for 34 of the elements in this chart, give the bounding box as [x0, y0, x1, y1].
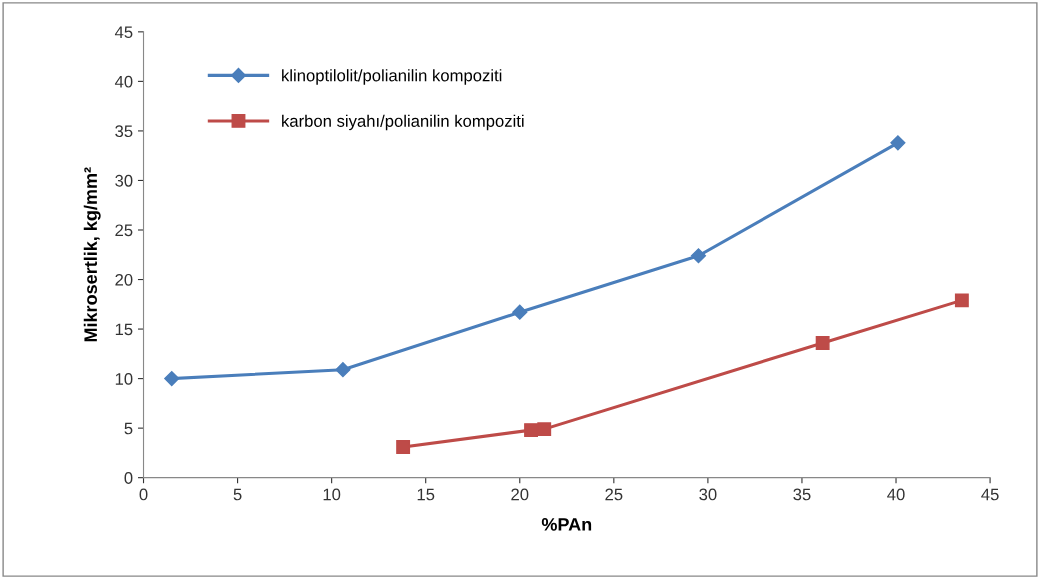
y-tick-label: 20 [115, 273, 133, 286]
y-tick-label: 25 [115, 224, 133, 237]
y-tick-label: 45 [114, 26, 133, 39]
point [954, 293, 969, 308]
x-tick-label: 15 [417, 488, 435, 501]
point [512, 304, 528, 320]
x-tick-label: 40 [887, 488, 905, 501]
point [537, 422, 552, 437]
x-tick-label: 30 [699, 488, 717, 501]
y-tick-label: 40 [114, 75, 133, 88]
point [164, 371, 180, 387]
point [396, 440, 411, 454]
y-axis-title: Mikrosertlik, kg/mm² [83, 167, 101, 342]
y-tick-label: 10 [115, 373, 133, 385]
x-tick-label: 0 [139, 488, 148, 501]
x-tick-label: 35 [793, 488, 811, 501]
x-axis-title: %PAn [541, 518, 592, 531]
legend-label: klinoptilolit/polianilin kompoziti [282, 69, 502, 85]
point [890, 135, 906, 151]
y-tick-label: 30 [115, 174, 133, 187]
x-tick-label: 10 [323, 488, 341, 501]
y-tick-label: 0 [124, 472, 133, 484]
x-tick-label: 25 [605, 488, 623, 501]
point [335, 362, 351, 378]
y-tick-label: 35 [115, 125, 133, 138]
point [815, 335, 830, 350]
x-tick-label: 5 [233, 488, 242, 501]
y-tick-label: 15 [115, 323, 133, 336]
point [524, 423, 539, 438]
point [690, 248, 707, 264]
legend-label: karbon siyahı/polianilin kompoziti [282, 114, 524, 131]
x-tick-label: 45 [981, 488, 999, 501]
x-tick-label: 20 [511, 488, 529, 501]
y-tick-label: 5 [124, 422, 133, 435]
